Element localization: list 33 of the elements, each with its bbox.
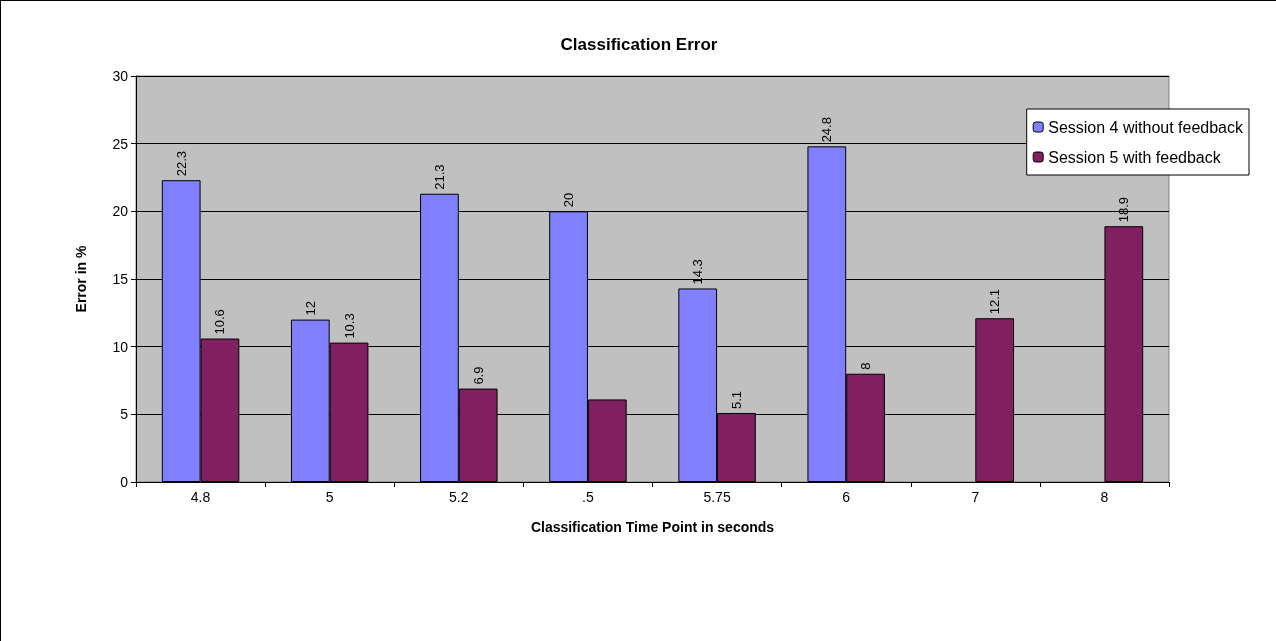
- y-axis-title: Error in %: [73, 245, 89, 313]
- y-tick-label: 20: [112, 203, 129, 220]
- x-tick-label: 5.2: [449, 489, 469, 505]
- data-label: 22.3: [173, 150, 189, 177]
- x-tick-label: 4.8: [190, 489, 211, 505]
- y-tick-label: 25: [112, 135, 129, 152]
- y-tick-label: 0: [120, 474, 129, 490]
- x-tick-label: 5.75: [703, 489, 731, 505]
- data-label: 18.9: [1116, 196, 1132, 223]
- x-tick-label: .5: [582, 489, 594, 505]
- data-label: 21.3: [431, 164, 447, 190]
- x-tick-label: 7: [971, 489, 980, 505]
- x-axis-title: Classification Time Point in seconds: [530, 519, 775, 535]
- data-label: 6.9: [470, 366, 486, 385]
- legend-label: Session 5 with feedback: [1048, 148, 1222, 166]
- x-tick-label: 6: [842, 489, 851, 505]
- data-label: 10.3: [341, 313, 357, 339]
- y-tick-label: 15: [112, 271, 129, 287]
- data-label: 24.8: [819, 117, 835, 143]
- x-tick-label: 5: [325, 489, 334, 505]
- chart-title: Classification Error: [560, 35, 718, 54]
- data-label: 14.3: [690, 259, 706, 285]
- data-label: 5.1: [728, 390, 744, 409]
- x-tick-label: 8: [1100, 489, 1109, 505]
- y-tick-label: 10: [112, 338, 129, 355]
- data-label: 12: [302, 301, 318, 316]
- legend-label: Session 4 without feedback: [1048, 118, 1244, 136]
- data-label: 8: [858, 362, 874, 370]
- data-label: 10.6: [212, 309, 228, 335]
- y-tick-label: 5: [120, 406, 129, 423]
- y-tick-label: 30: [112, 68, 129, 84]
- data-label: 12.1: [987, 288, 1003, 315]
- data-label: 20: [561, 192, 577, 208]
